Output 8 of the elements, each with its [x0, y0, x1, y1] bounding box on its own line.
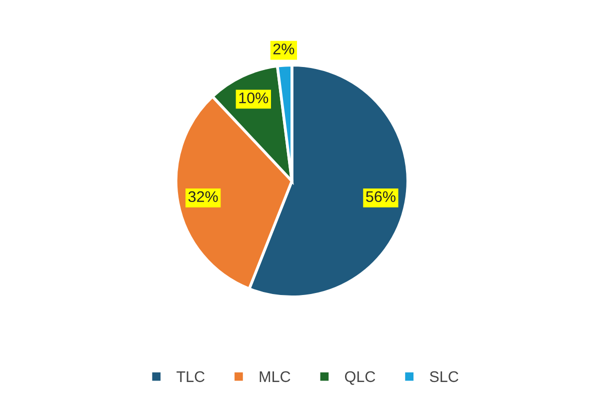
data-label: 32%	[188, 191, 218, 202]
legend-label: MLC	[260, 371, 290, 382]
data-label: 56%	[366, 191, 396, 202]
data-label: 2%	[273, 44, 294, 54]
data-label: 10%	[239, 92, 268, 104]
legend-label: SLC	[430, 371, 458, 382]
legend-label: TLC	[176, 371, 205, 382]
legend-label: QLC	[345, 371, 376, 385]
